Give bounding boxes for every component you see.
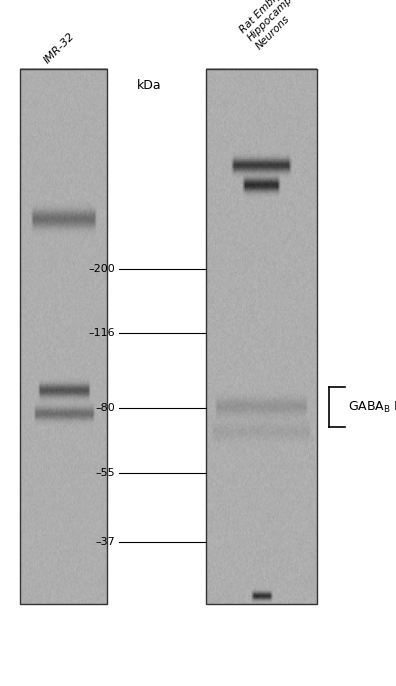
Text: –80: –80 xyxy=(95,403,115,414)
Text: GABA$_\mathregular{B}$ R1: GABA$_\mathregular{B}$ R1 xyxy=(348,399,396,414)
Text: kDa: kDa xyxy=(137,79,161,92)
Bar xyxy=(206,69,317,604)
Text: –116: –116 xyxy=(88,329,115,338)
Text: Rat Embryonic
Hippocampal
Neurons: Rat Embryonic Hippocampal Neurons xyxy=(238,0,315,51)
Text: IMR-32: IMR-32 xyxy=(42,31,77,65)
Text: –37: –37 xyxy=(95,537,115,547)
Text: –55: –55 xyxy=(95,468,115,477)
Bar xyxy=(20,69,107,604)
Text: –200: –200 xyxy=(88,264,115,274)
